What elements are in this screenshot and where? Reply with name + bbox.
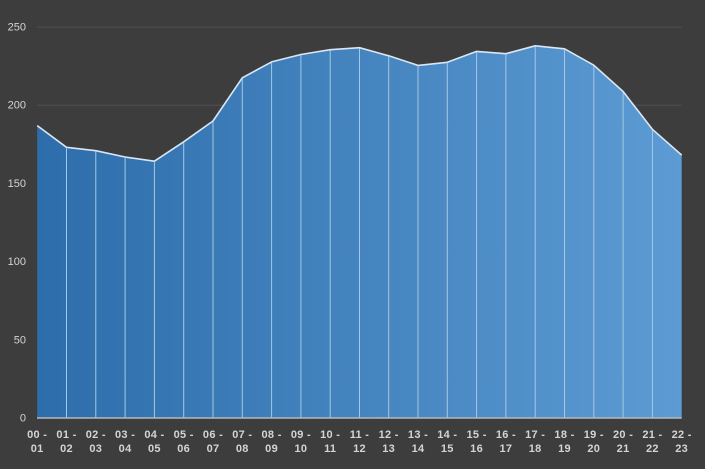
svg-text:03 -: 03 - xyxy=(115,429,135,441)
svg-text:18: 18 xyxy=(529,443,542,455)
svg-text:09 -: 09 - xyxy=(291,429,311,441)
svg-text:06: 06 xyxy=(177,443,190,455)
svg-text:11 -: 11 - xyxy=(350,429,370,441)
svg-text:10: 10 xyxy=(294,443,307,455)
svg-text:0: 0 xyxy=(20,412,26,424)
svg-text:07 -: 07 - xyxy=(232,429,252,441)
svg-text:04: 04 xyxy=(119,443,132,455)
svg-text:150: 150 xyxy=(8,178,26,190)
svg-text:17 -: 17 - xyxy=(525,429,545,441)
svg-text:22 -: 22 - xyxy=(672,429,692,441)
svg-text:16 -: 16 - xyxy=(496,429,516,441)
svg-text:05 -: 05 - xyxy=(174,429,194,441)
svg-text:09: 09 xyxy=(265,443,278,455)
svg-text:14: 14 xyxy=(412,443,425,455)
svg-text:20 -: 20 - xyxy=(613,429,633,441)
svg-text:12: 12 xyxy=(353,443,366,455)
svg-text:15: 15 xyxy=(441,443,454,455)
svg-text:00 -: 00 - xyxy=(27,429,47,441)
svg-text:07: 07 xyxy=(207,443,220,455)
svg-text:20: 20 xyxy=(587,443,600,455)
svg-text:100: 100 xyxy=(8,256,26,268)
svg-text:21: 21 xyxy=(617,443,630,455)
svg-text:16: 16 xyxy=(470,443,483,455)
svg-text:02 -: 02 - xyxy=(86,429,106,441)
svg-text:06 -: 06 - xyxy=(203,429,223,441)
svg-text:02: 02 xyxy=(60,443,73,455)
svg-text:05: 05 xyxy=(148,443,161,455)
svg-text:23: 23 xyxy=(675,443,688,455)
svg-text:03: 03 xyxy=(89,443,102,455)
svg-text:11: 11 xyxy=(324,443,336,455)
svg-text:13: 13 xyxy=(382,443,395,455)
svg-text:12 -: 12 - xyxy=(379,429,399,441)
svg-text:01: 01 xyxy=(31,443,44,455)
svg-text:21 -: 21 - xyxy=(642,429,662,441)
svg-text:10 -: 10 - xyxy=(320,429,340,441)
svg-text:08 -: 08 - xyxy=(262,429,282,441)
svg-text:18 -: 18 - xyxy=(554,429,574,441)
svg-text:250: 250 xyxy=(8,22,26,34)
svg-text:14 -: 14 - xyxy=(437,429,457,441)
svg-text:19 -: 19 - xyxy=(584,429,604,441)
svg-text:17: 17 xyxy=(499,443,512,455)
svg-text:01 -: 01 - xyxy=(56,429,76,441)
svg-text:200: 200 xyxy=(8,100,26,112)
svg-text:50: 50 xyxy=(14,334,26,346)
svg-text:22: 22 xyxy=(646,443,659,455)
svg-text:04 -: 04 - xyxy=(144,429,164,441)
svg-text:08: 08 xyxy=(236,443,249,455)
svg-text:19: 19 xyxy=(558,443,571,455)
svg-text:13 -: 13 - xyxy=(408,429,428,441)
svg-text:15 -: 15 - xyxy=(467,429,487,441)
